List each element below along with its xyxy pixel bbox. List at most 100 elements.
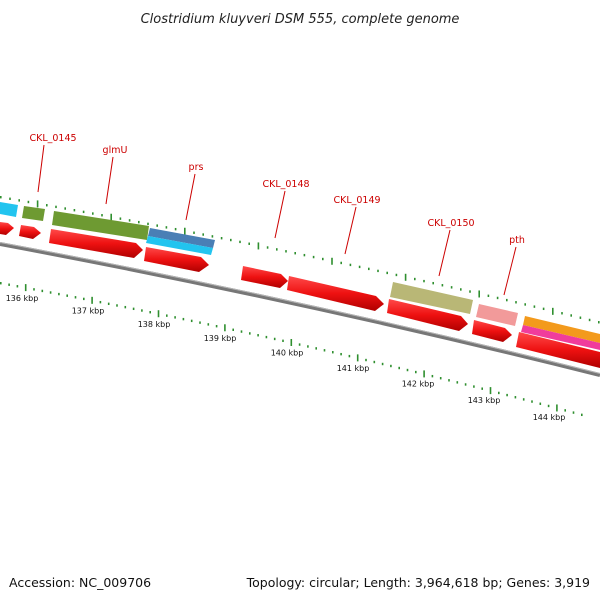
tick-mark [27,200,30,204]
tick-mark [570,314,572,317]
genome-backbone [0,242,600,377]
tick-mark [414,277,416,281]
tick-mark [282,339,284,343]
tick-mark [524,303,526,306]
tick-mark [415,370,417,374]
cds-arrow [19,225,41,239]
tick-mark [276,248,278,251]
tick-mark [358,265,361,269]
kbp-labels: 136 kbp 137 kbp 138 kbp 139 kbp 140 kbp 141 k… [6,294,566,422]
tick-mark [390,364,392,368]
tick-mark [579,316,582,319]
tick-mark [182,317,185,321]
cog-block [148,228,215,248]
tick-mark [141,309,143,312]
tick-mark [132,307,135,311]
gene-label-leader [503,246,517,296]
tick-mark [124,305,127,309]
tick-mark [365,358,367,362]
tick-mark [9,197,11,200]
tick-mark [404,273,407,281]
tick-mark [506,298,508,302]
tick-mark [202,233,204,236]
gene-label-leader [344,206,357,255]
tick-mark [257,334,259,337]
tick-mark [66,294,68,297]
tick-mark [294,252,296,255]
tick-mark [290,338,293,346]
tick-mark [377,269,379,273]
tick-mark [298,343,301,346]
tick-mark [239,240,241,244]
map-title: Clostridium kluyveri DSM 555, complete g… [141,12,460,27]
cog-block [523,316,600,343]
tick-mark [423,370,425,378]
tick-mark [240,330,243,333]
kbp-label: 140 kbp [271,349,304,358]
tick-mark [460,288,462,291]
kbp-label: 136 kbp [6,294,39,303]
tick-mark [398,366,400,370]
tick-mark [24,284,27,292]
cog-track [0,202,600,350]
tick-mark [273,337,276,341]
tick-mark [431,374,434,378]
tick-mark [149,311,151,314]
cog-block [146,236,213,255]
tick-mark [561,312,563,315]
tick-mark [303,253,306,257]
gene-label: glmU [103,145,128,156]
tick-mark [110,213,112,221]
tick-mark [41,289,44,293]
tick-mark [522,398,525,401]
tick-mark [230,238,232,242]
tick-mark [356,354,359,362]
genome-summary-text: Topology: circular; Length: 3,964,618 bp… [246,575,590,590]
tick-mark [46,204,48,207]
kbp-label: 139 kbp [204,334,237,343]
tick-mark [552,307,554,315]
tick-mark [386,271,388,275]
tick-mark [315,347,317,350]
tick-mark [572,411,575,414]
kbp-label: 142 kbp [402,380,435,389]
kbp-label: 144 kbp [533,413,566,422]
tick-mark [515,301,517,304]
cog-block [476,304,518,326]
tick-mark [406,368,409,372]
cog-block [521,325,600,350]
tick-mark [489,387,492,395]
tick-mark [473,385,475,388]
tick-mark [83,297,85,301]
cds-arrow [241,266,288,288]
tick-mark [423,279,425,283]
tick-mark [190,319,193,323]
genome-backbone-highlight [0,242,600,374]
tick-mark [157,310,160,318]
tick-mark [547,404,550,408]
tick-mark [257,242,260,250]
gene-label-leader [185,173,196,221]
cds-arrow [144,247,209,272]
tick-mark [456,381,459,384]
gene-label: CKL_0150 [427,218,474,229]
tick-mark [36,200,39,208]
tick-mark [193,231,195,234]
tick-mark [373,360,376,364]
tick-mark [8,283,10,286]
tick-mark [439,377,442,380]
tick-mark [464,383,467,386]
tick-mark [340,261,342,265]
tick-mark [220,237,223,240]
tick-mark [174,316,176,319]
tick-mark [481,387,483,390]
tick-mark [285,250,287,253]
cog-block [22,206,45,221]
tick-mark [138,220,140,224]
tick-mark [307,345,309,348]
tick-mark [531,400,533,403]
tick-mark [184,227,186,235]
tick-mark [564,409,566,412]
tick-mark [381,362,384,366]
tick-mark [58,292,60,296]
